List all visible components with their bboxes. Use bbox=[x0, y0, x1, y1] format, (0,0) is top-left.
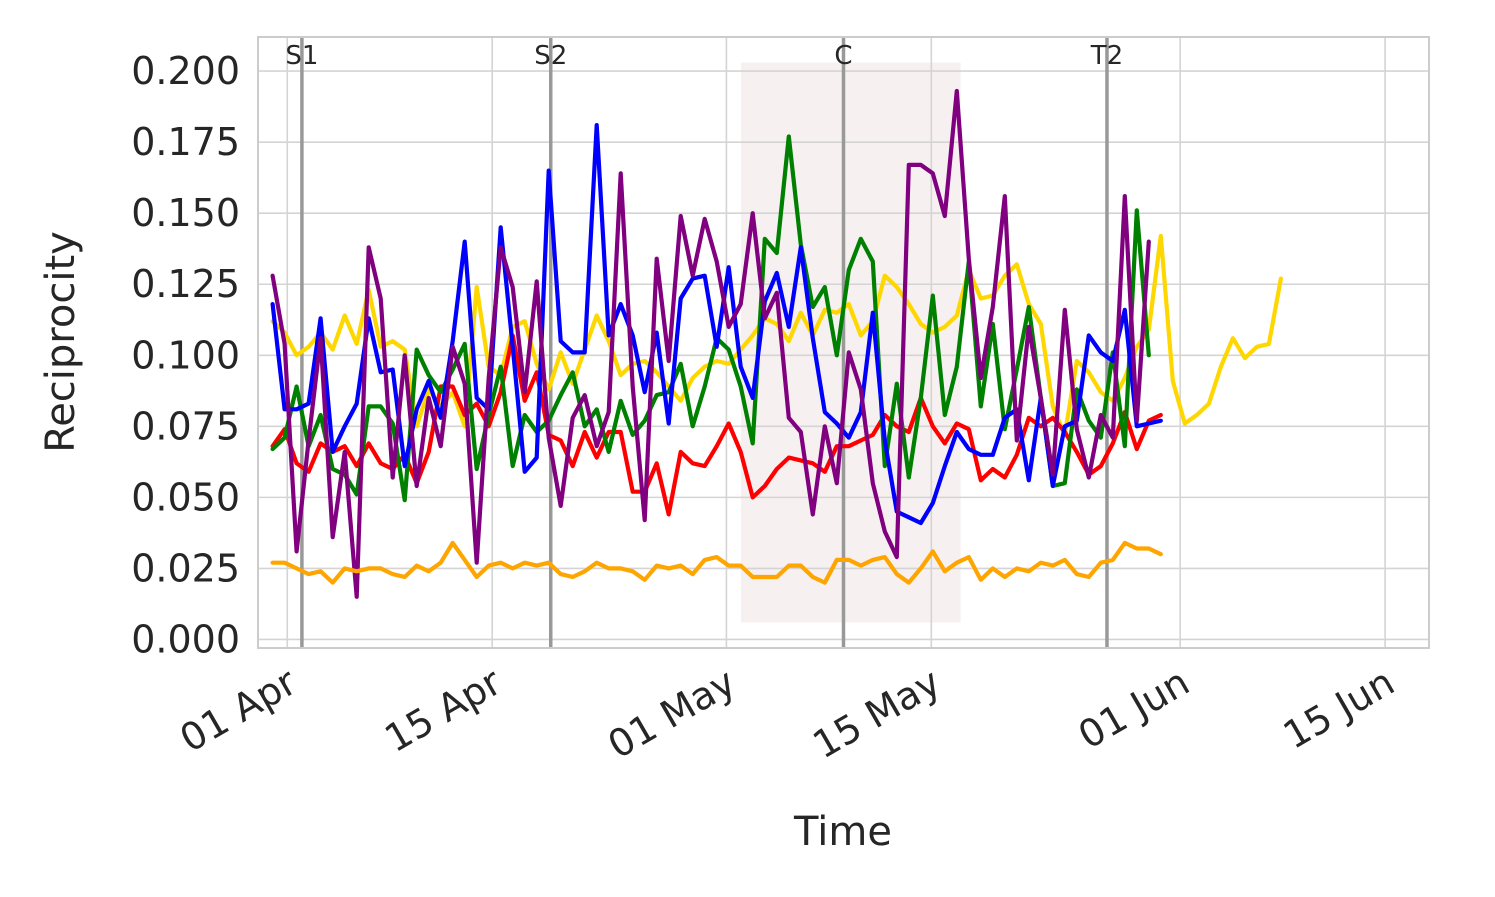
plot-frame bbox=[257, 36, 1430, 649]
series-line bbox=[270, 88, 1151, 599]
series-lines bbox=[270, 88, 1284, 599]
y-tick-label: 0.075 bbox=[131, 404, 240, 448]
event-label: C bbox=[834, 41, 852, 71]
y-axis-title: Reciprocity bbox=[38, 231, 84, 453]
series-line bbox=[270, 134, 1151, 503]
y-tick-label: 0.000 bbox=[131, 617, 240, 661]
event-label: S1 bbox=[285, 41, 318, 71]
y-tick-label: 0.025 bbox=[131, 546, 240, 590]
y-tick-label: 0.150 bbox=[131, 191, 240, 235]
series-line bbox=[270, 540, 1163, 585]
series-line bbox=[270, 333, 1163, 517]
y-tick-label: 0.050 bbox=[131, 475, 240, 519]
y-tick-label: 0.125 bbox=[131, 262, 240, 306]
x-axis-title: Time bbox=[793, 809, 892, 855]
y-tick-labels: 0.000 0.025 0.050 0.075 0.100 0.125 0.150 0.175… bbox=[131, 49, 240, 661]
event-label: S2 bbox=[534, 41, 567, 71]
y-tick-label: 0.175 bbox=[131, 120, 240, 164]
shaded-region bbox=[741, 62, 961, 623]
event-label: T2 bbox=[1090, 41, 1123, 71]
y-tick-label: 0.200 bbox=[131, 49, 240, 93]
event-markers: S1 S2 C T2 bbox=[285, 37, 1123, 648]
shaded-period bbox=[741, 62, 961, 623]
series-line bbox=[270, 122, 1163, 526]
y-tick-label: 0.100 bbox=[131, 333, 240, 377]
